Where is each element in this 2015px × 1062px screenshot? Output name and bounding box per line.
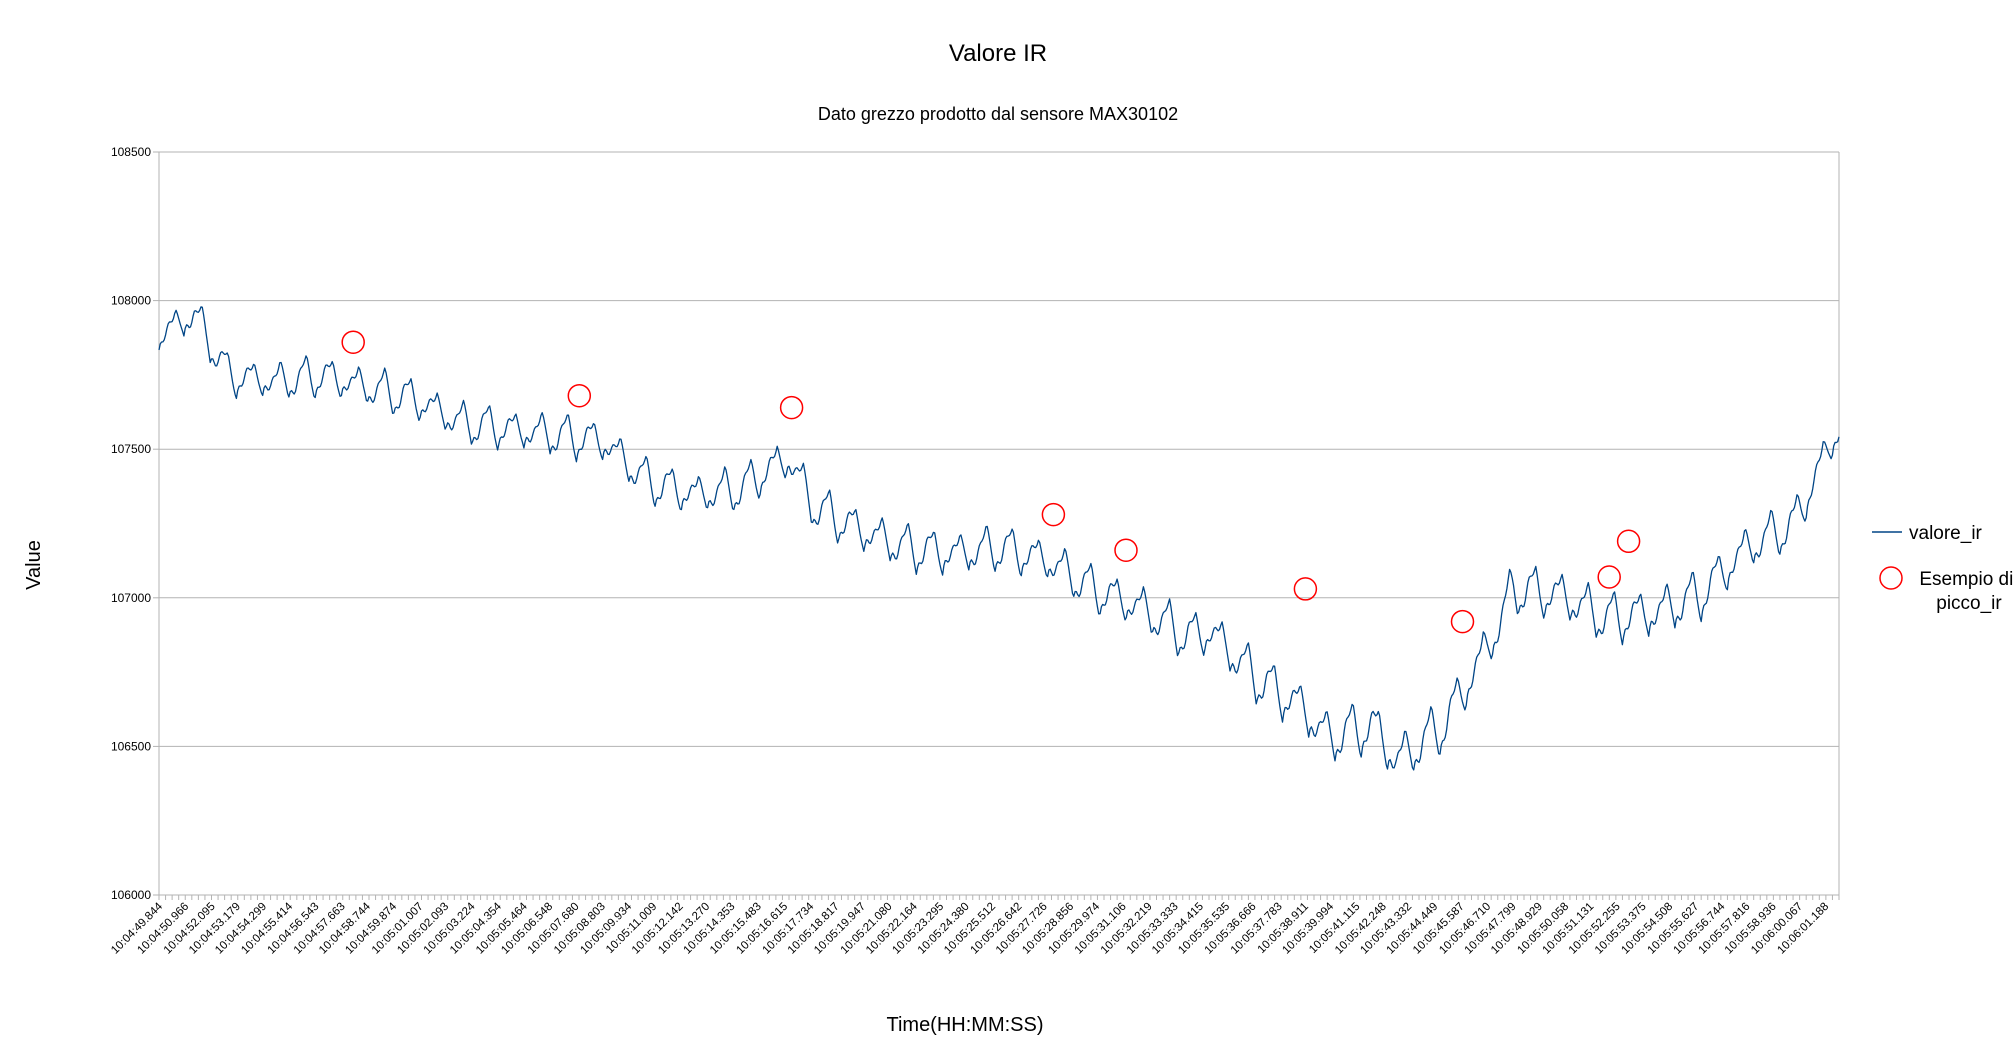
y-tick-label: 108000 bbox=[111, 294, 151, 308]
grid-lines bbox=[159, 151, 1840, 896]
y-tick-label: 106000 bbox=[111, 888, 151, 902]
y-tick-label: 108500 bbox=[111, 145, 151, 159]
peak-marker bbox=[1450, 609, 1475, 634]
peak-marker bbox=[1293, 577, 1318, 601]
legend: valore_ir Esempio di picco_ir bbox=[1872, 523, 2015, 614]
peak-marker bbox=[1114, 538, 1138, 562]
series-line-valore-ir bbox=[158, 306, 1840, 771]
chart-subtitle: Dato grezzo prodotto dal sensore MAX3010… bbox=[818, 104, 1178, 124]
peak-marker bbox=[1041, 502, 1066, 527]
y-tick-label: 107500 bbox=[111, 442, 151, 456]
x-axis-label: Time(HH:MM:SS) bbox=[886, 1014, 1043, 1036]
y-tick-label: 106500 bbox=[111, 739, 151, 753]
legend-label-esempio-picco: Esempio di picco_ir bbox=[1919, 569, 2015, 614]
y-axis: 106000 106500 107000 107500 108000 108500 bbox=[111, 145, 160, 902]
y-axis-label: Value bbox=[23, 540, 45, 590]
chart-title: Valore IR bbox=[949, 40, 1047, 67]
peak-marker bbox=[779, 395, 804, 420]
x-axis: 10:04:49.84410:04:50.96610:04:52.09510:0… bbox=[109, 894, 1840, 957]
plot-series bbox=[158, 306, 1840, 771]
y-tick-label: 107000 bbox=[111, 591, 151, 605]
peak-markers bbox=[341, 330, 1641, 634]
legend-label-valore-ir: valore_ir bbox=[1909, 523, 1983, 544]
peak-marker bbox=[341, 330, 365, 354]
legend-circle-swatch bbox=[1879, 566, 1903, 590]
peak-marker bbox=[567, 383, 592, 408]
peak-marker bbox=[1597, 565, 1621, 589]
peak-marker bbox=[1616, 529, 1641, 554]
